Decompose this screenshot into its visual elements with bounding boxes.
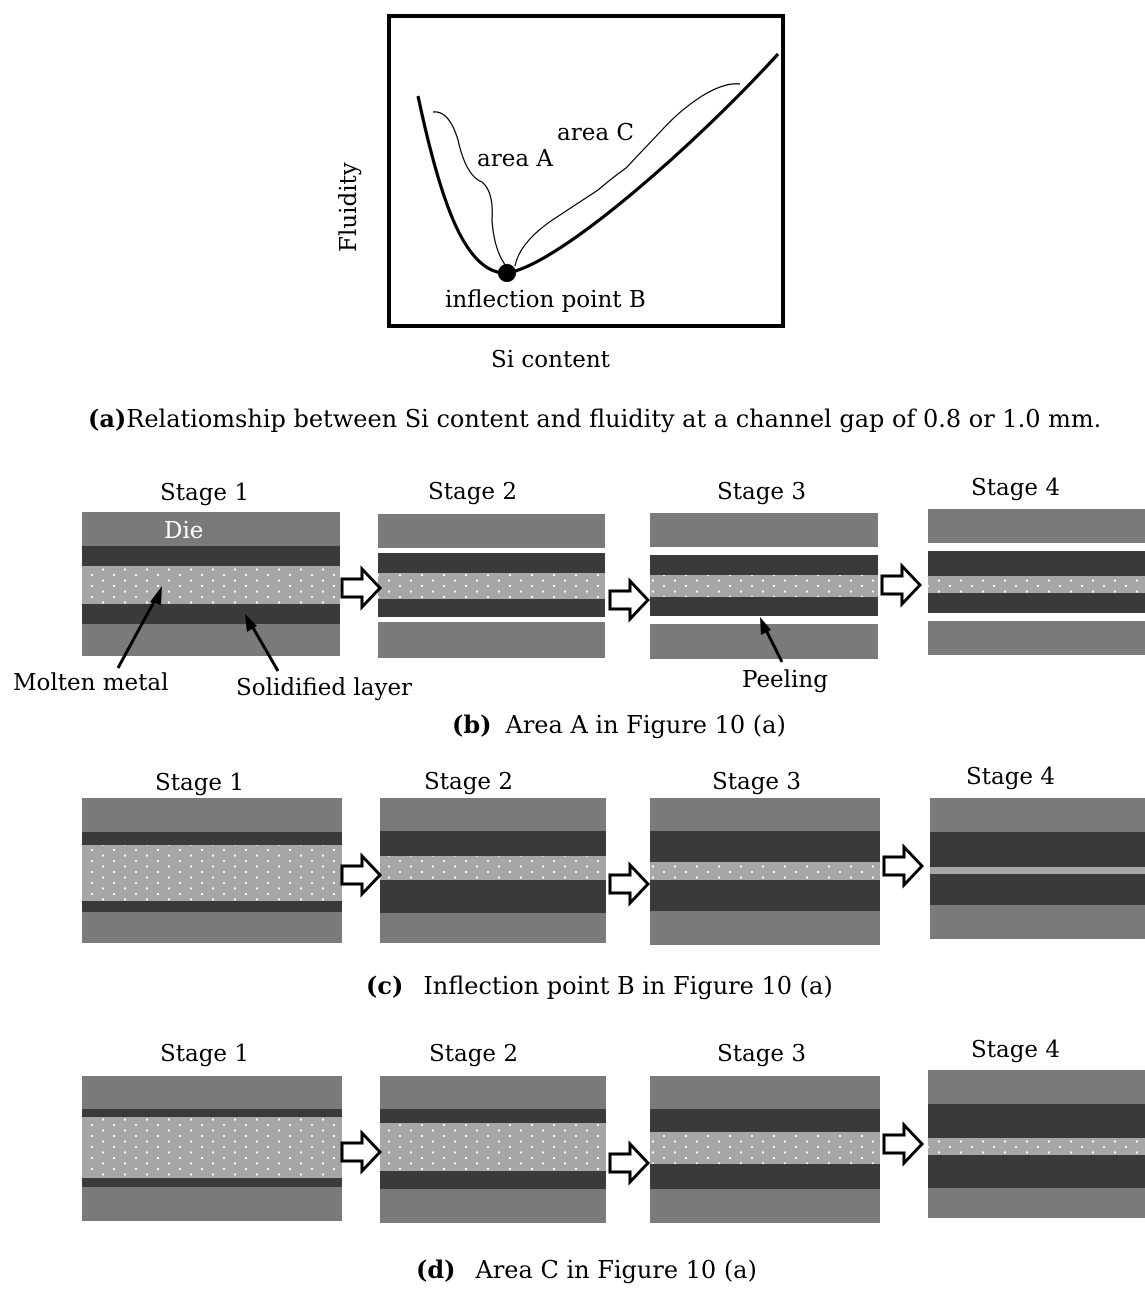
diagram-area-a: Stage 1 Stage 2 Stage 3 Stage 4 Die — [13, 475, 1145, 701]
caption-d: (d) Area C in Figure 10 (a) — [416, 1255, 757, 1284]
stage-panel — [82, 798, 342, 943]
inflection-point-label: inflection point B — [445, 287, 646, 313]
solidified-layer-pointer-icon — [245, 614, 280, 672]
stage-arrow-icon — [882, 843, 925, 889]
stage-panel: Die — [82, 512, 340, 656]
stage-panel — [928, 509, 1145, 655]
stage-panel — [650, 513, 878, 659]
caption-c: (c) Inflection point B in Figure 10 (a) — [366, 971, 833, 1000]
stage-label: Stage 3 — [717, 479, 806, 505]
stage-label: Stage 4 — [971, 1037, 1060, 1063]
stage-label: Stage 2 — [428, 479, 517, 505]
stage-arrow-icon — [340, 852, 383, 898]
stage-label: Stage 1 — [155, 770, 244, 796]
caption-b: (b) Area A in Figure 10 (a) — [452, 710, 786, 739]
die-bottom — [82, 624, 340, 656]
stage-arrow-icon — [340, 1129, 383, 1175]
peeling-pointer-icon — [760, 617, 784, 663]
diagram-area-c: Stage 1 Stage 2 Stage 3 Stage 4 — [82, 1037, 1145, 1223]
molten-metal-label: Molten metal — [13, 670, 168, 696]
stage-panel — [378, 514, 605, 658]
stage-arrow-icon — [608, 861, 651, 907]
stage-panel — [380, 1076, 606, 1223]
stage-panel — [930, 798, 1145, 939]
stage-arrow-icon — [882, 1121, 925, 1167]
y-axis-label: Fluidity — [336, 162, 362, 252]
stage-label: Stage 4 — [971, 475, 1060, 501]
graph-frame — [387, 14, 785, 328]
x-axis-label: Si content — [491, 347, 611, 373]
area-c-brace — [514, 83, 741, 267]
stage-label: Stage 2 — [424, 769, 513, 795]
solidified-layer-top — [82, 546, 340, 566]
die-label: Die — [164, 518, 203, 544]
stage-panel — [928, 1070, 1145, 1218]
caption-a: (a)Relatiomship between Si content and f… — [88, 404, 1101, 433]
stage-label: Stage 2 — [429, 1041, 518, 1067]
area-c-label: area C — [557, 120, 634, 146]
stage-arrow-icon — [608, 1140, 651, 1186]
stage-panel — [380, 798, 606, 943]
stage-label: Stage 4 — [966, 764, 1055, 790]
solidified-layer-bottom — [82, 604, 340, 624]
die-top — [82, 512, 340, 546]
stage-panel — [82, 1076, 342, 1221]
solidified-layer-label: Solidified layer — [236, 675, 412, 701]
fluidity-curve — [416, 52, 780, 275]
stage-panel — [650, 1076, 880, 1223]
stage-label: Stage 1 — [160, 480, 249, 506]
stage-label: Stage 3 — [712, 769, 801, 795]
area-a-brace — [432, 111, 507, 267]
area-a-label: area A — [477, 146, 553, 172]
molten-metal-pointer-icon — [116, 586, 162, 669]
peeling-label: Peeling — [742, 667, 828, 693]
fluidity-graph: area A area C inflection point B Fluidit… — [336, 14, 785, 373]
diagram-point-b: Stage 1 Stage 2 Stage 3 Stage 4 — [82, 764, 1145, 945]
stage-label: Stage 3 — [717, 1041, 806, 1067]
stage-label: Stage 1 — [160, 1041, 249, 1067]
stage-arrow-icon — [880, 562, 923, 608]
stage-arrow-icon — [608, 577, 651, 623]
inflection-point-marker — [498, 264, 516, 282]
stage-arrow-icon — [340, 565, 383, 611]
stage-panel — [650, 798, 880, 945]
